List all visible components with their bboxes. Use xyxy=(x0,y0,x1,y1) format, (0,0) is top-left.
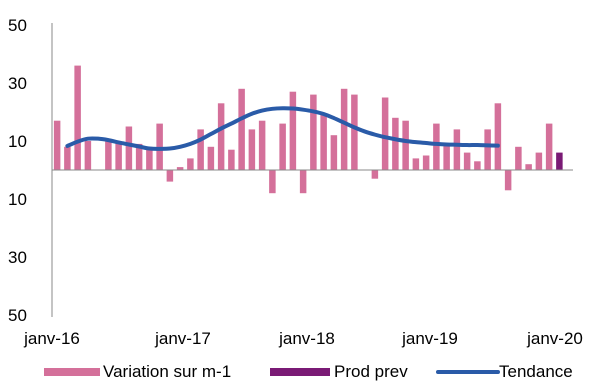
bar-variation-sur-m-1-18 xyxy=(238,88,245,170)
bar-variation-sur-m-1-22 xyxy=(279,123,286,170)
bar-variation-sur-m-1-39 xyxy=(453,129,461,170)
bar-variation-sur-m-1-34 xyxy=(402,120,409,170)
legend-swatch-prod-prev xyxy=(270,368,330,376)
legend-label-tendance: Tendance xyxy=(499,362,573,381)
trend-line xyxy=(65,106,500,151)
bar-variation-sur-m-1-29 xyxy=(351,94,358,170)
bar-variation-sur-m-1-27 xyxy=(330,135,338,170)
x-tick-label: janv-16 xyxy=(23,329,80,348)
x-tick-label: janv-17 xyxy=(154,329,211,348)
bar-variation-sur-m-1-8 xyxy=(135,143,143,170)
bar-variation-sur-m-1-45 xyxy=(515,146,522,170)
bar-variation-sur-m-1-36 xyxy=(422,155,430,170)
x-tick-label: janv-20 xyxy=(526,329,583,348)
y-tick-label: 50 xyxy=(8,306,27,325)
bar-variation-sur-m-1-7 xyxy=(125,126,133,170)
bar-variation-sur-m-1-47 xyxy=(535,152,543,170)
y-tick-label: 50 xyxy=(8,16,27,35)
y-tick-label: 30 xyxy=(8,248,27,267)
bar-variation-sur-m-1-12 xyxy=(176,167,184,170)
bar-variation-sur-m-1-10 xyxy=(156,123,163,170)
bar-variation-sur-m-1-1 xyxy=(64,146,71,170)
bar-variation-sur-m-1-48 xyxy=(545,123,553,170)
axes-layer: 50 30 10 10 30 50 janv-16 janv-17 janv-18 janv-19… xyxy=(8,16,583,348)
bar-variation-sur-m-1-16 xyxy=(217,103,225,170)
y-tick-label: 10 xyxy=(8,132,27,151)
y-tick-label: 30 xyxy=(8,74,27,93)
bar-variation-sur-m-1-5 xyxy=(105,141,112,170)
bars-layer xyxy=(53,65,563,194)
bar-variation-sur-m-1-0 xyxy=(53,120,61,170)
bar-variation-sur-m-1-2 xyxy=(74,65,81,170)
bar-variation-sur-m-1-41 xyxy=(474,161,481,170)
legend-label-prod-prev: Prod prev xyxy=(334,362,408,381)
bar-variation-sur-m-1-31 xyxy=(371,170,379,179)
bar-variation-sur-m-1-42 xyxy=(484,129,491,170)
bar-variation-sur-m-1-35 xyxy=(412,158,420,170)
bar-variation-sur-m-1-6 xyxy=(115,141,122,170)
trend-layer xyxy=(65,106,500,151)
bar-variation-sur-m-1-32 xyxy=(381,97,389,170)
legend-label-variation-sur-m-1: Variation sur m-1 xyxy=(103,362,231,381)
bar-variation-sur-m-1-14 xyxy=(197,129,204,170)
bar-variation-sur-m-1-20 xyxy=(258,120,266,170)
bar-variation-sur-m-1-23 xyxy=(289,91,297,170)
bar-variation-sur-m-1-24 xyxy=(299,170,307,194)
bar-variation-sur-m-1-46 xyxy=(525,164,532,170)
bar-variation-sur-m-1-21 xyxy=(269,170,276,194)
bar-variation-sur-m-1-40 xyxy=(463,152,471,170)
bar-prod-prev-49 xyxy=(556,152,563,170)
bar-variation-sur-m-1-38 xyxy=(443,143,450,170)
bar-variation-sur-m-1-44 xyxy=(504,170,512,191)
bar-variation-sur-m-1-15 xyxy=(207,146,215,170)
x-tick-label: janv-19 xyxy=(401,329,458,348)
x-tick-label: janv-18 xyxy=(278,329,335,348)
bar-variation-sur-m-1-17 xyxy=(228,149,235,170)
bar-variation-sur-m-1-19 xyxy=(248,129,256,170)
bar-variation-sur-m-1-3 xyxy=(84,141,92,170)
bar-variation-sur-m-1-37 xyxy=(433,123,440,170)
bar-variation-sur-m-1-9 xyxy=(146,146,153,170)
legend: Variation sur m-1 Prod prev Tendance xyxy=(44,362,573,381)
bar-variation-sur-m-1-25 xyxy=(310,94,317,170)
bar-variation-sur-m-1-33 xyxy=(392,117,399,170)
bar-variation-sur-m-1-13 xyxy=(187,158,194,170)
bar-variation-sur-m-1-26 xyxy=(320,114,327,170)
bar-variation-sur-m-1-28 xyxy=(340,88,348,170)
bar-variation-sur-m-1-11 xyxy=(166,170,174,182)
bar-variation-sur-m-1-43 xyxy=(494,103,502,170)
legend-swatch-variation-sur-m-1 xyxy=(44,368,100,376)
y-tick-label: 10 xyxy=(8,190,27,209)
